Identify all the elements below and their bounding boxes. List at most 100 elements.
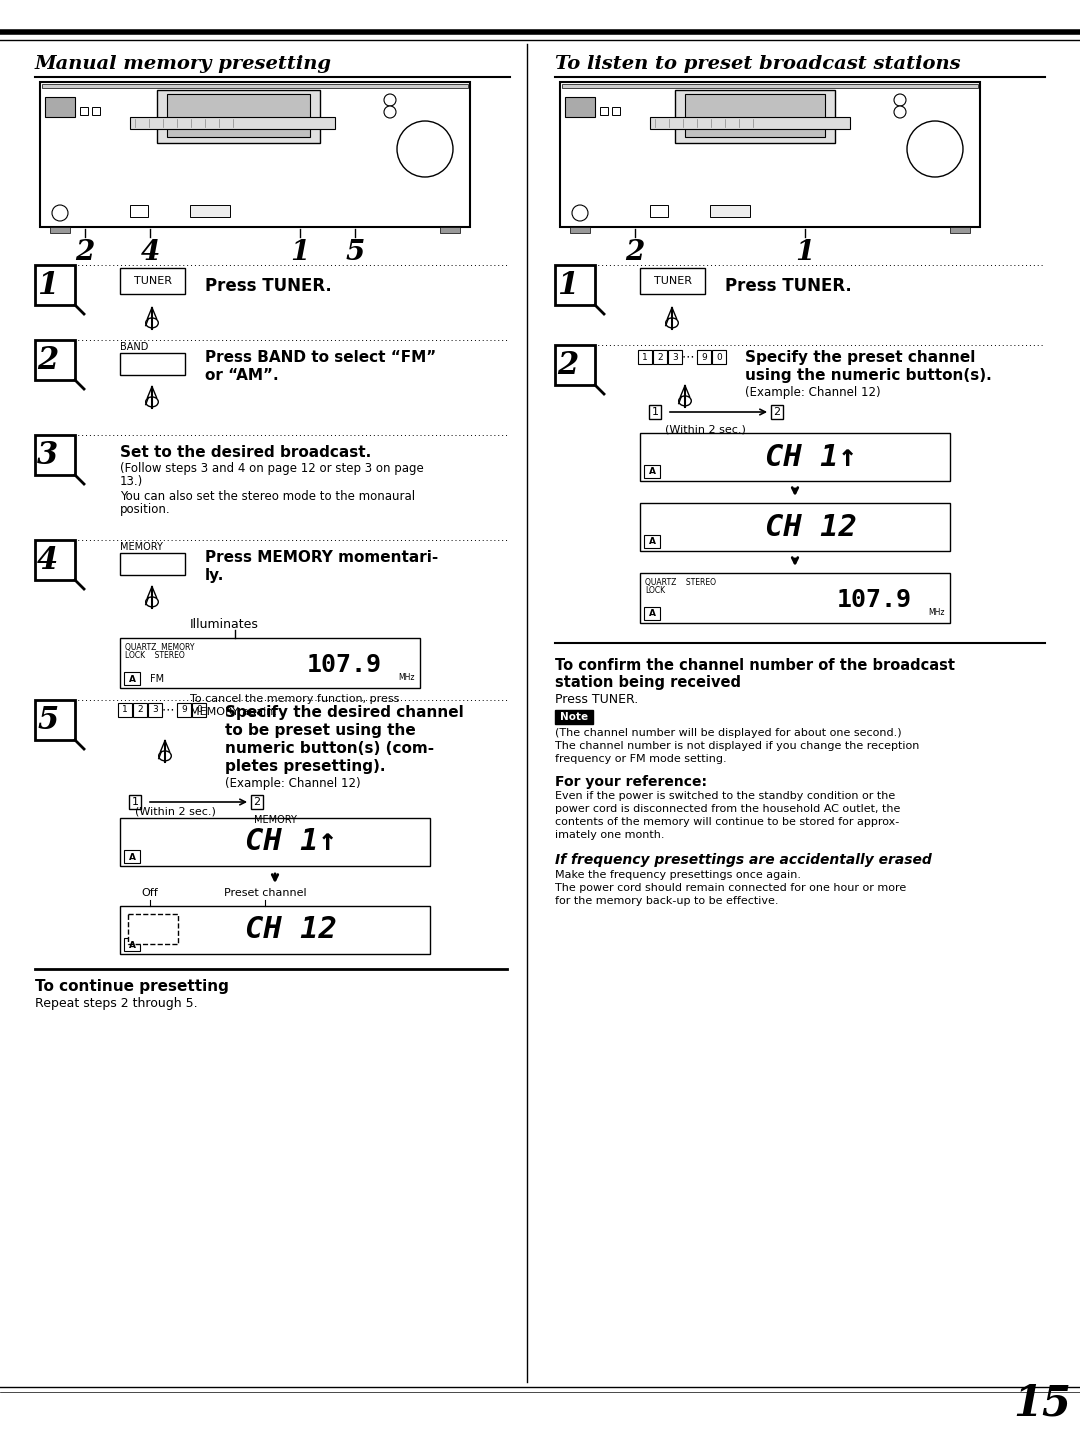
Circle shape (894, 107, 906, 118)
Bar (35, 435, 75, 474)
Text: numeric button(s) (com-: numeric button(s) (com- (225, 741, 434, 756)
Text: Press MEMORY momentari-: Press MEMORY momentari- (205, 549, 438, 565)
Bar (120, 637, 420, 688)
Bar (675, 89, 835, 143)
Text: 9: 9 (701, 352, 707, 362)
Text: If frequency presettings are accidentally erased: If frequency presettings are accidentall… (555, 854, 932, 867)
Text: Even if the power is switched to the standby condition or the: Even if the power is switched to the sta… (555, 792, 895, 800)
Text: 1: 1 (651, 407, 659, 417)
Bar (133, 704, 147, 717)
Bar (710, 205, 750, 216)
Ellipse shape (146, 597, 159, 607)
Bar (129, 914, 178, 945)
Text: MHz: MHz (399, 673, 415, 682)
Text: CH 1↑: CH 1↑ (765, 443, 856, 472)
Text: pletes presetting).: pletes presetting). (225, 758, 386, 774)
Text: power cord is disconnected from the household AC outlet, the: power cord is disconnected from the hous… (555, 805, 901, 813)
Bar (570, 226, 590, 234)
Ellipse shape (146, 317, 159, 327)
Text: 15: 15 (1013, 1383, 1071, 1425)
Circle shape (384, 107, 396, 118)
Text: FM: FM (150, 673, 164, 684)
Text: 2: 2 (625, 239, 645, 265)
Text: 1: 1 (557, 270, 579, 301)
Text: To listen to preset broadcast stations: To listen to preset broadcast stations (555, 55, 960, 74)
Text: A: A (129, 675, 135, 684)
Text: 2: 2 (658, 352, 663, 362)
Text: Repeat steps 2 through 5.: Repeat steps 2 through 5. (35, 996, 198, 1009)
Bar (40, 82, 470, 226)
Text: (Example: Channel 12): (Example: Channel 12) (225, 777, 361, 790)
Ellipse shape (146, 397, 159, 407)
Bar (120, 906, 430, 955)
Bar (562, 84, 978, 88)
Text: To confirm the channel number of the broadcast: To confirm the channel number of the bro… (555, 658, 955, 673)
Circle shape (572, 205, 588, 221)
Bar (50, 226, 70, 234)
Bar (653, 350, 667, 363)
Text: 5: 5 (37, 705, 58, 737)
Bar (124, 672, 140, 685)
Text: 2: 2 (254, 797, 260, 808)
Text: ⋯: ⋯ (681, 350, 694, 363)
Circle shape (52, 205, 68, 221)
Bar (650, 205, 669, 216)
Text: MEMORY again.: MEMORY again. (190, 707, 276, 717)
Bar (600, 107, 608, 115)
Text: TUNER: TUNER (134, 275, 172, 286)
Text: 0: 0 (716, 352, 721, 362)
Bar (35, 265, 75, 306)
Text: 2: 2 (557, 350, 579, 381)
Bar (440, 226, 460, 234)
Text: You can also set the stereo mode to the monaural: You can also set the stereo mode to the … (120, 490, 415, 503)
Text: 1: 1 (643, 352, 648, 362)
Text: 4: 4 (140, 239, 160, 265)
Circle shape (894, 94, 906, 107)
Text: ly.: ly. (205, 568, 225, 583)
Text: 4: 4 (37, 545, 58, 577)
Bar (638, 350, 652, 363)
Text: Press TUNER.: Press TUNER. (725, 277, 852, 296)
Text: To continue presetting: To continue presetting (35, 979, 229, 994)
Bar (644, 607, 660, 620)
Text: (Follow steps 3 and 4 on page 12 or step 3 on page: (Follow steps 3 and 4 on page 12 or step… (120, 461, 423, 474)
Bar (42, 84, 468, 88)
Text: for the memory back-up to be effective.: for the memory back-up to be effective. (555, 895, 779, 906)
Bar (950, 226, 970, 234)
Text: 0: 0 (197, 705, 202, 714)
Bar (120, 353, 185, 375)
Text: 2: 2 (37, 345, 58, 376)
Text: or “AM”.: or “AM”. (205, 368, 279, 384)
Text: CH 1↑: CH 1↑ (244, 828, 337, 857)
Bar (157, 89, 320, 143)
Text: QUARTZ  MEMORY: QUARTZ MEMORY (125, 643, 194, 652)
Text: 13.): 13.) (120, 474, 144, 487)
Text: to be preset using the: to be preset using the (225, 722, 416, 738)
Text: Press TUNER.: Press TUNER. (555, 694, 638, 707)
Text: (The channel number will be displayed for about one second.): (The channel number will be displayed fo… (555, 728, 902, 738)
Text: Preset channel: Preset channel (224, 888, 307, 898)
Bar (124, 849, 140, 862)
Bar (612, 107, 620, 115)
Bar (190, 205, 230, 216)
Bar (92, 107, 100, 115)
Bar (640, 268, 705, 294)
Text: 107.9: 107.9 (307, 653, 382, 676)
Bar (644, 464, 660, 477)
Text: 1: 1 (122, 705, 127, 714)
Bar (712, 350, 726, 363)
Text: Press BAND to select “FM”: Press BAND to select “FM” (205, 350, 436, 365)
Text: Specify the preset channel: Specify the preset channel (745, 350, 975, 365)
Bar (80, 107, 87, 115)
Text: LOCK: LOCK (645, 585, 665, 596)
Bar (35, 539, 75, 580)
Text: 2: 2 (137, 705, 143, 714)
Bar (120, 268, 185, 294)
Text: 1: 1 (132, 797, 138, 808)
Text: CH 12: CH 12 (765, 512, 856, 542)
Bar (177, 704, 191, 717)
Text: MEMORY: MEMORY (120, 542, 163, 552)
Text: contents of the memory will continue to be stored for approx-: contents of the memory will continue to … (555, 818, 900, 828)
Bar (45, 97, 75, 117)
Text: 3: 3 (37, 440, 58, 472)
